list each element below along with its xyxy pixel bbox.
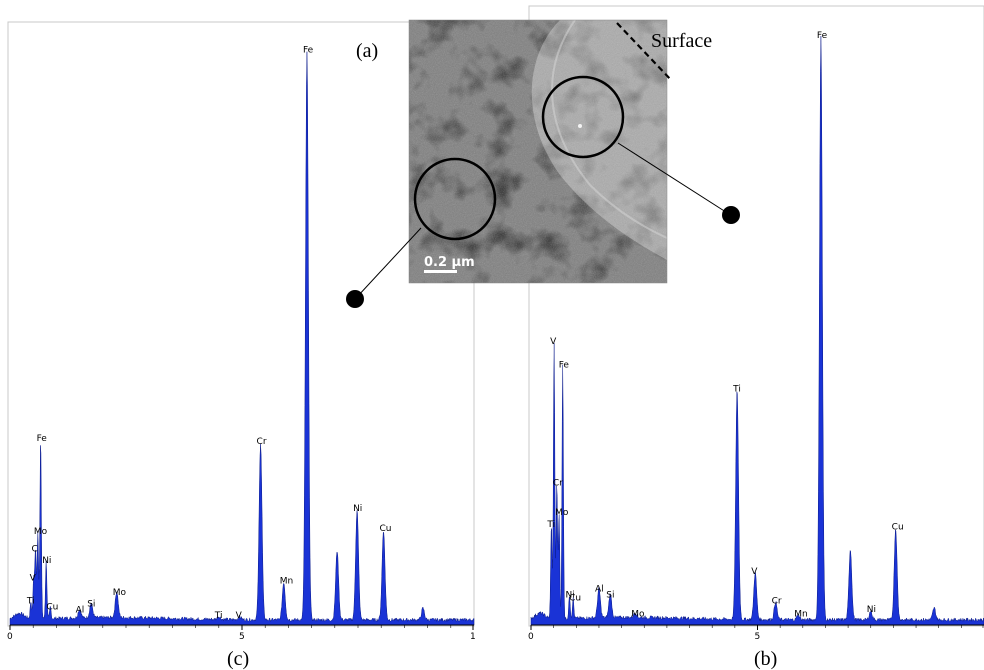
peak-label: Fe [817,31,828,41]
peak-label: Ti [26,597,35,607]
spectrum-area [9,51,475,626]
marker-dot-c [346,290,364,308]
tem-micrograph: 0.2 µm [408,19,668,284]
spectrum-plot [9,51,475,626]
leader-line-c [356,227,422,298]
peak-label: Fe [559,361,570,371]
peak-label: Ti [214,611,223,621]
peak-label: Ni [867,605,876,615]
peak-label: Ni [353,504,362,514]
peak-label: Fe [303,46,314,56]
x-tick-label: 0 [528,632,534,642]
peak-label: Ni [42,556,51,566]
x-tick-label: 5 [239,632,245,642]
panel-a-label: (a) [356,40,378,62]
region-circle-surface [541,75,625,159]
peak-label: Mo [34,527,48,537]
peak-label: Mo [555,508,569,518]
peak-label: Cu [569,593,581,603]
peak-label: Mo [113,588,127,598]
peak-label: Ti [732,384,741,394]
peak-label: Mn [280,576,293,586]
chart-frame [7,21,475,627]
peak-label: V [30,573,37,583]
surface-label: Surface [651,30,712,52]
marker-dot-b [722,206,740,224]
panel-c-label: (c) [227,648,249,670]
peak-label: Cu [380,524,392,534]
peak-label: V [751,567,758,577]
peak-label: Mo [631,609,645,619]
scale-bar: 0.2 µm [424,255,475,273]
peak-label: C [32,544,38,554]
svg-text:0.2 µm: 0.2 µm [424,255,475,270]
peak-label: Cu [892,523,904,533]
spectrum-plot [530,35,984,626]
x-axis: 0 5 1 [7,624,476,642]
peak-label: Si [606,590,614,600]
peak-label: Cu [46,602,58,612]
panel-b-label: (b) [754,648,777,670]
peak-label: V [550,337,557,347]
x-tick-label: 0 [7,632,13,642]
spectrum-area [530,35,984,626]
peak-label: Al [76,605,85,615]
x-tick-label: 5 [755,632,761,642]
peak-label: Ni [566,590,575,600]
region-circle-matrix [413,157,497,241]
peak-label: Cr [772,596,782,606]
chart-frame [528,5,984,627]
x-tick-label: 1 [470,632,476,642]
peak-label: Al [595,585,604,595]
peak-label: Mn [794,609,807,619]
peak-label: Ti [546,520,555,530]
peak-label: Fe [37,434,48,444]
peak-label: V [236,611,243,621]
surface-dashed-line [616,22,673,82]
peak-label: Cr [553,479,563,489]
leader-line-b [617,142,730,215]
peak-label: Si [87,600,95,610]
peak-label: Cr [257,437,267,447]
